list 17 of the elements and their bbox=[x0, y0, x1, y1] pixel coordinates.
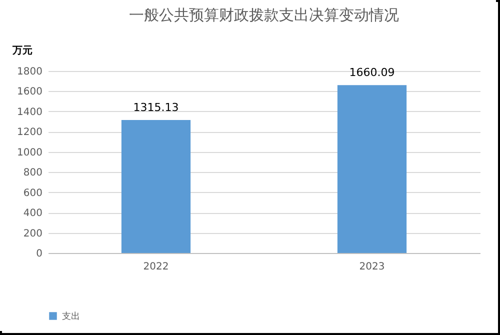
y-axis-title: 万元 bbox=[12, 44, 32, 56]
x-tick-label: 2023 bbox=[359, 262, 385, 272]
y-tick-label: 600 bbox=[23, 188, 42, 199]
y-tick-label: 1600 bbox=[17, 86, 42, 98]
y-tick-label: 1000 bbox=[17, 147, 42, 158]
data-label: 1315.13 bbox=[133, 101, 179, 114]
y-tick-label: 400 bbox=[23, 208, 42, 220]
y-tick-label: 800 bbox=[23, 168, 42, 179]
legend-label: 支出 bbox=[62, 311, 80, 322]
y-tick-label: 0 bbox=[36, 248, 42, 260]
data-label: 1660.09 bbox=[349, 66, 395, 80]
y-tick-label: 1800 bbox=[17, 66, 42, 78]
y-tick-label: 1200 bbox=[17, 127, 42, 138]
y-tick-label: 1400 bbox=[17, 106, 42, 118]
chart-title: 一般公共预算财政拨款支出决算变动情况 bbox=[129, 6, 399, 24]
y-tick-label: 200 bbox=[23, 228, 42, 240]
x-tick-label: 2022 bbox=[143, 262, 169, 272]
